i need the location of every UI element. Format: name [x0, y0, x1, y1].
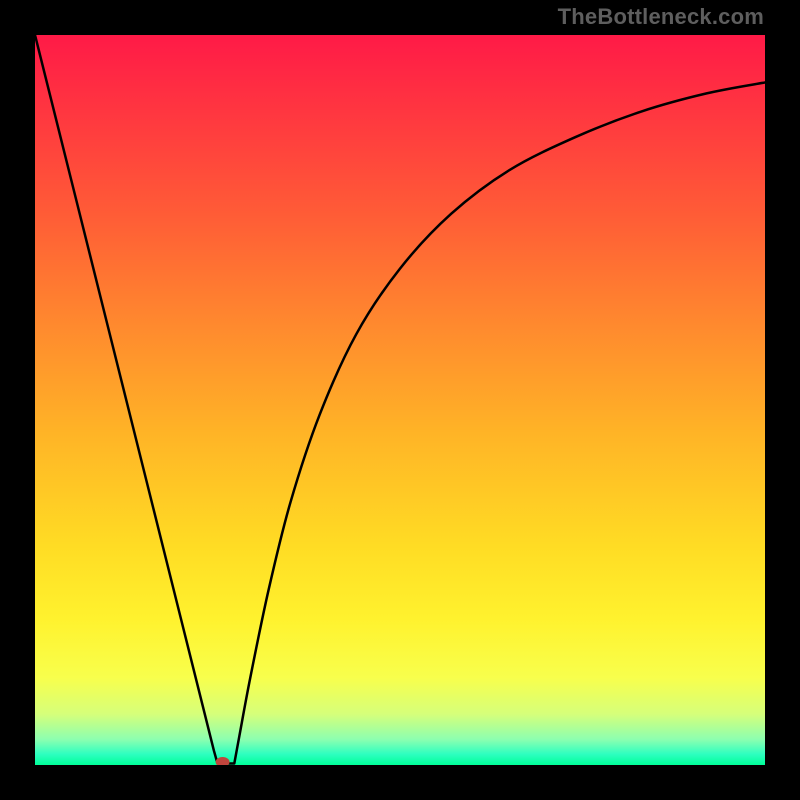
plot-area — [35, 35, 765, 765]
bottleneck-curve-svg — [35, 35, 765, 765]
bottleneck-curve-path — [35, 35, 765, 764]
minimum-marker — [216, 757, 230, 765]
chart-frame: TheBottleneck.com — [0, 0, 800, 800]
watermark-text: TheBottleneck.com — [558, 4, 764, 30]
